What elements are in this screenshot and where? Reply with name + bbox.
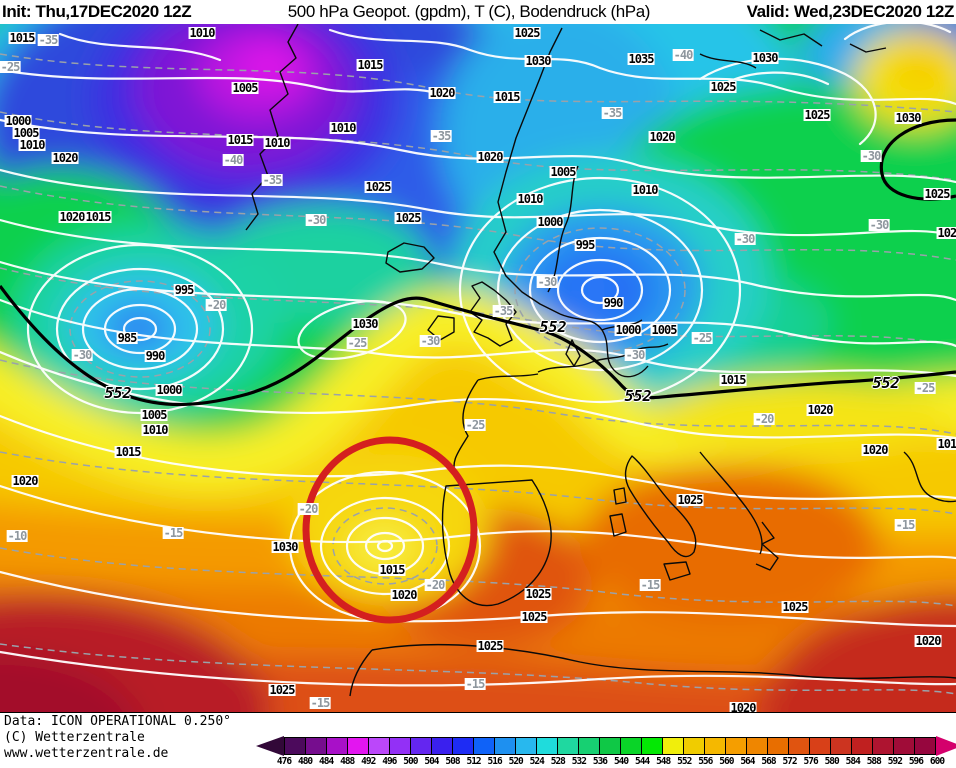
colorbar-segment <box>894 738 915 754</box>
colorbar-tick-label: 496 <box>382 756 397 767</box>
colorbar-segment <box>558 738 579 754</box>
colorbar-tick-label: 544 <box>635 756 650 767</box>
footer: Data: ICON OPERATIONAL 0.250° (C) Wetter… <box>0 712 956 768</box>
geopotential-552-line <box>0 118 956 407</box>
colorbar-tick-label: 564 <box>740 756 755 767</box>
valid-time: Valid: Wed,23DEC2020 12Z <box>746 2 955 21</box>
colorbar-tick-label: 548 <box>656 756 671 767</box>
colorbar-tick-label: 552 <box>677 756 692 767</box>
colorbar-segment <box>621 738 642 754</box>
colorbar-segment <box>705 738 726 754</box>
colorbar-tick-label: 588 <box>866 756 882 767</box>
colorbar-segment <box>915 738 935 754</box>
colorbar-tick-label: 600 <box>929 756 945 767</box>
colorbar-segment <box>495 738 516 754</box>
credits-block: Data: ICON OPERATIONAL 0.250° (C) Wetter… <box>4 714 231 762</box>
colorbar-tick-label: 540 <box>613 756 629 767</box>
colorbar-segment <box>327 738 348 754</box>
colorbar-tick-label: 568 <box>761 756 776 767</box>
colorbar-right-arrow <box>936 736 956 756</box>
colorbar-tick-label: 584 <box>845 756 861 767</box>
colorbar-segment <box>789 738 810 754</box>
colorbar-segment <box>726 738 747 754</box>
colorbar-segment <box>390 738 411 754</box>
colorbar-tick-label: 500 <box>403 756 418 767</box>
colorbar-tick-label: 516 <box>487 756 503 767</box>
colorbar-segment <box>663 738 684 754</box>
colorbar-segment <box>411 738 432 754</box>
weather-map: 1015 1010 1005 1015 1020 1010 1015 1025 1030 1035… <box>0 24 956 712</box>
colorbar-tick-label: 572 <box>782 756 797 767</box>
colorbar-segment <box>474 738 495 754</box>
colorbar-segment <box>537 738 558 754</box>
coastlines <box>245 24 956 697</box>
colorbar-segment <box>747 738 768 754</box>
website-link[interactable]: www.wetterzentrale.de <box>4 746 169 761</box>
colorbar <box>256 736 956 756</box>
colorbar-tick-label: 504 <box>424 756 439 767</box>
data-source-text: Data: ICON OPERATIONAL 0.250° <box>4 714 231 729</box>
red-circle-annotation <box>302 436 478 624</box>
map-canvas <box>0 24 956 712</box>
colorbar-tick-label: 592 <box>887 756 903 767</box>
colorbar-tick-label: 524 <box>529 756 545 767</box>
colorbar-segment <box>432 738 453 754</box>
colorbar-tick-label: 532 <box>571 756 587 767</box>
colorbar-segment <box>306 738 327 754</box>
colorbar-tick-label: 520 <box>508 756 524 767</box>
colorbar-segment <box>768 738 789 754</box>
colorbar-segment <box>600 738 621 754</box>
colorbar-tick-label: 484 <box>319 756 334 767</box>
colorbar-segment <box>642 738 663 754</box>
colorbar-tick-label: 576 <box>803 756 819 767</box>
colorbar-tick-label: 596 <box>908 756 924 767</box>
colorbar-tick-label: 488 <box>340 756 355 767</box>
colorbar-segment <box>810 738 831 754</box>
colorbar-tick-label: 580 <box>824 756 840 767</box>
colorbar-left-arrow <box>256 736 284 756</box>
colorbar-segment <box>684 738 705 754</box>
colorbar-tick-label: 560 <box>719 756 734 767</box>
colorbar-tick-label: 528 <box>550 756 566 767</box>
colorbar-segment <box>453 738 474 754</box>
colorbar-segment <box>852 738 873 754</box>
colorbar-segment <box>873 738 894 754</box>
colorbar-tick-label: 508 <box>445 756 460 767</box>
colorbar-segment <box>516 738 537 754</box>
colorbar-tick-label: 492 <box>361 756 376 767</box>
init-time: Init: Thu,17DEC2020 12Z <box>2 2 192 21</box>
colorbar-tick-label: 556 <box>698 756 713 767</box>
colorbar-segment <box>369 738 390 754</box>
colorbar-labels: 476 480 484 488 492 496 500 504 508 512 516 520 524 5… <box>277 756 945 768</box>
colorbar-tick-label: 480 <box>297 756 313 767</box>
colorbar-tick-label: 476 <box>276 756 292 767</box>
colorbar-segment <box>831 738 852 754</box>
colorbar-segment <box>348 738 369 754</box>
colorbar-segment <box>285 738 306 754</box>
colorbar-tick-label: 512 <box>466 756 481 767</box>
map-subject: 500 hPa Geopot. (gpdm), T (C), Bodendruc… <box>287 2 651 21</box>
title-bar: Init: Thu,17DEC2020 12Z 500 hPa Geopot. … <box>0 0 956 24</box>
temperature-contours <box>0 53 956 695</box>
copyright-text: (C) Wetterzentrale <box>4 730 145 745</box>
isobars <box>0 24 956 687</box>
colorbar-tick-label: 536 <box>592 756 608 767</box>
colorbar-segments <box>284 737 936 755</box>
colorbar-segment <box>579 738 600 754</box>
